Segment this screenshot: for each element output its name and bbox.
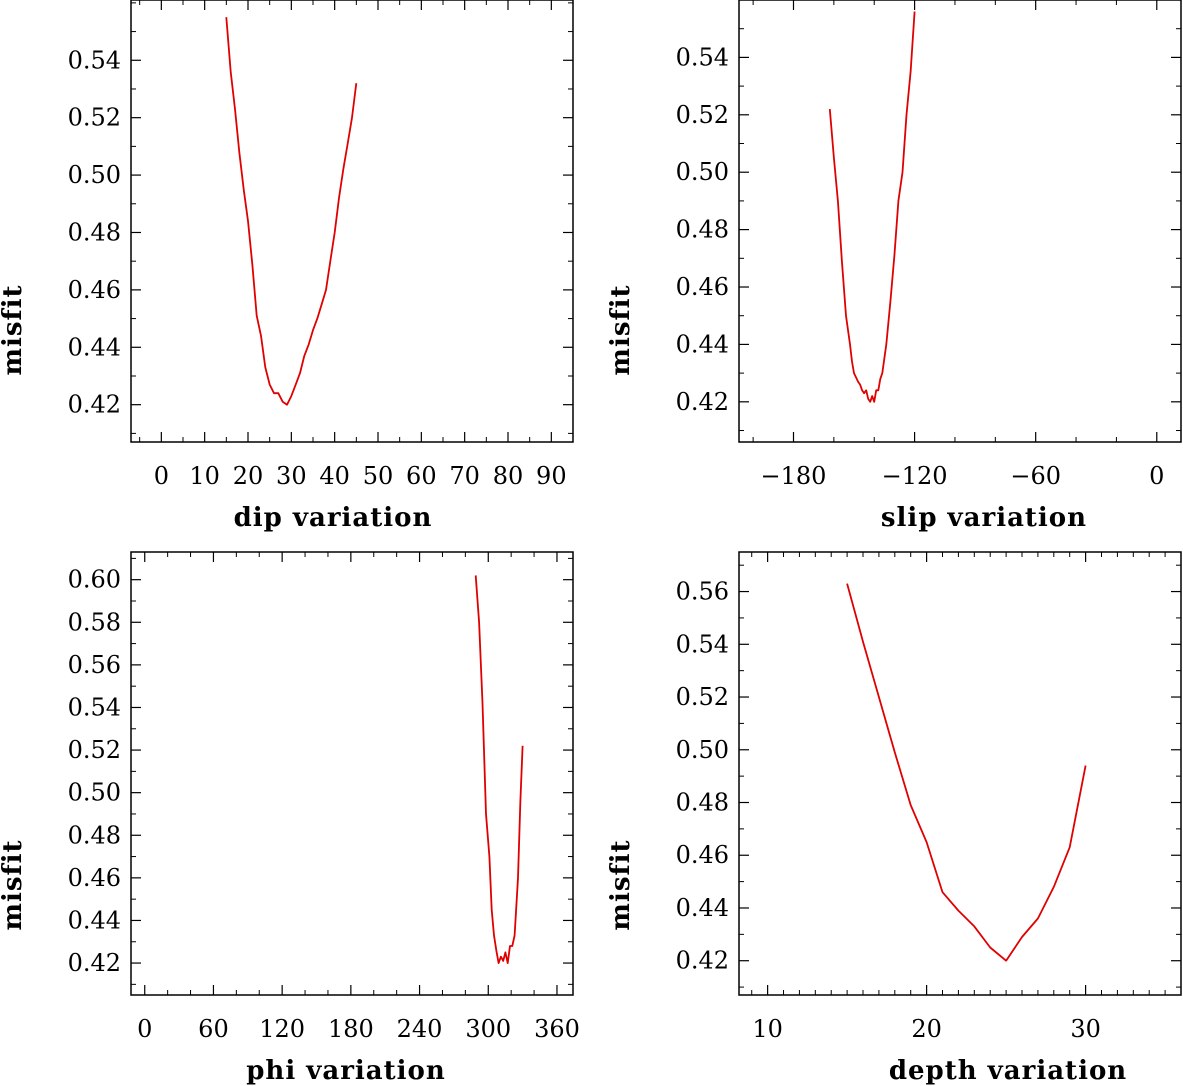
x-tick-label: 90: [536, 462, 567, 490]
y-tick-label: 0.46: [676, 273, 729, 301]
y-tick-label: 0.42: [676, 388, 729, 416]
y-axis-label: misfit: [606, 839, 636, 930]
y-tick-label: 0.44: [68, 333, 121, 361]
x-axis-label: dip variation: [234, 503, 433, 533]
y-tick-label: 0.50: [676, 736, 729, 764]
plot-frame: [738, 0, 1182, 443]
y-tick-label: 0.52: [68, 104, 121, 132]
x-tick-label: 50: [363, 462, 394, 490]
x-tick-label: −120: [882, 462, 948, 490]
x-tick-label: 240: [397, 1015, 443, 1043]
y-tick-label: 0.46: [676, 841, 729, 869]
y-tick-label: 0.54: [676, 43, 729, 71]
y-tick-label: 0.44: [68, 906, 121, 934]
misfit-curve: [828, 11, 916, 403]
y-tick-label: 0.46: [68, 864, 121, 892]
y-axis-label: misfit: [606, 284, 636, 375]
y-tick-label: 0.52: [676, 101, 729, 129]
y-tick-label: 0.54: [676, 630, 729, 658]
x-tick-label: 40: [319, 462, 350, 490]
y-tick-label: 0.56: [68, 651, 121, 679]
x-tick-label: 180: [328, 1015, 374, 1043]
plot-frame: [738, 551, 1182, 996]
y-tick-label: 0.54: [68, 693, 121, 721]
y-tick-label: 0.54: [68, 46, 121, 74]
y-tick-label: 0.50: [68, 161, 121, 189]
x-axis-label: phi variation: [246, 1056, 446, 1086]
y-tick-label: 0.48: [676, 216, 729, 244]
phi-variation-panel: 0 60 120 180 240 300 360 0.42 0.44 0.46 0.48 0.50 0.…: [0, 551, 580, 1086]
y-tick-label: 0.52: [68, 736, 121, 764]
x-axis-label: slip variation: [881, 503, 1087, 533]
x-tick-label: 30: [276, 462, 307, 490]
x-tick-label: 80: [493, 462, 524, 490]
y-tick-label: 0.60: [68, 566, 121, 594]
x-tick-label: 20: [911, 1015, 942, 1043]
plot-frame: [130, 0, 574, 443]
x-tick-label: −180: [761, 462, 827, 490]
misfit-curve: [846, 583, 1087, 962]
dip-variation-panel: 0 10 20 30 40 50 60 70 80 90 0.42 0.44 0.46 0.48 0.50 0…: [0, 0, 574, 533]
x-tick-label: −60: [1010, 462, 1061, 490]
y-axis-label: misfit: [0, 284, 28, 375]
x-tick-label: 70: [449, 462, 480, 490]
x-tick-label: 360: [534, 1015, 580, 1043]
y-tick-label: 0.50: [676, 158, 729, 186]
y-tick-label: 0.52: [676, 683, 729, 711]
x-tick-label: 20: [233, 462, 264, 490]
y-tick-label: 0.58: [68, 608, 121, 636]
x-axis-label: depth variation: [889, 1056, 1127, 1086]
y-axis-label: misfit: [0, 839, 28, 930]
x-tick-label: 0: [154, 462, 169, 490]
y-tick-label: 0.44: [676, 894, 729, 922]
y-tick-label: 0.46: [68, 276, 121, 304]
y-tick-label: 0.44: [676, 330, 729, 358]
x-tick-label: 120: [259, 1015, 305, 1043]
y-tick-label: 0.50: [68, 779, 121, 807]
x-tick-label: 300: [465, 1015, 511, 1043]
x-tick-label: 10: [752, 1015, 783, 1043]
y-tick-label: 0.48: [68, 821, 121, 849]
y-tick-label: 0.42: [68, 391, 121, 419]
y-tick-label: 0.42: [68, 949, 121, 977]
misfit-curve: [474, 575, 524, 964]
slip-variation-panel: −180 −120 −60 0 0.42 0.44 0.46 0.48 0.50 0.52 0.54…: [606, 0, 1182, 533]
y-tick-label: 0.48: [68, 218, 121, 246]
x-tick-label: 0: [1149, 462, 1164, 490]
y-tick-label: 0.42: [676, 947, 729, 975]
y-tick-label: 0.56: [676, 578, 729, 606]
x-tick-label: 10: [189, 462, 220, 490]
depth-variation-panel: 10 20 30 0.42 0.44 0.46 0.48 0.50 0.52 0.54 0.56 de…: [606, 551, 1182, 1086]
x-tick-label: 60: [198, 1015, 229, 1043]
x-tick-label: 0: [137, 1015, 152, 1043]
x-tick-label: 60: [406, 462, 437, 490]
plot-frame: [130, 551, 574, 996]
misfit-curve: [225, 17, 358, 406]
y-tick-label: 0.48: [676, 789, 729, 817]
x-tick-label: 30: [1070, 1015, 1101, 1043]
